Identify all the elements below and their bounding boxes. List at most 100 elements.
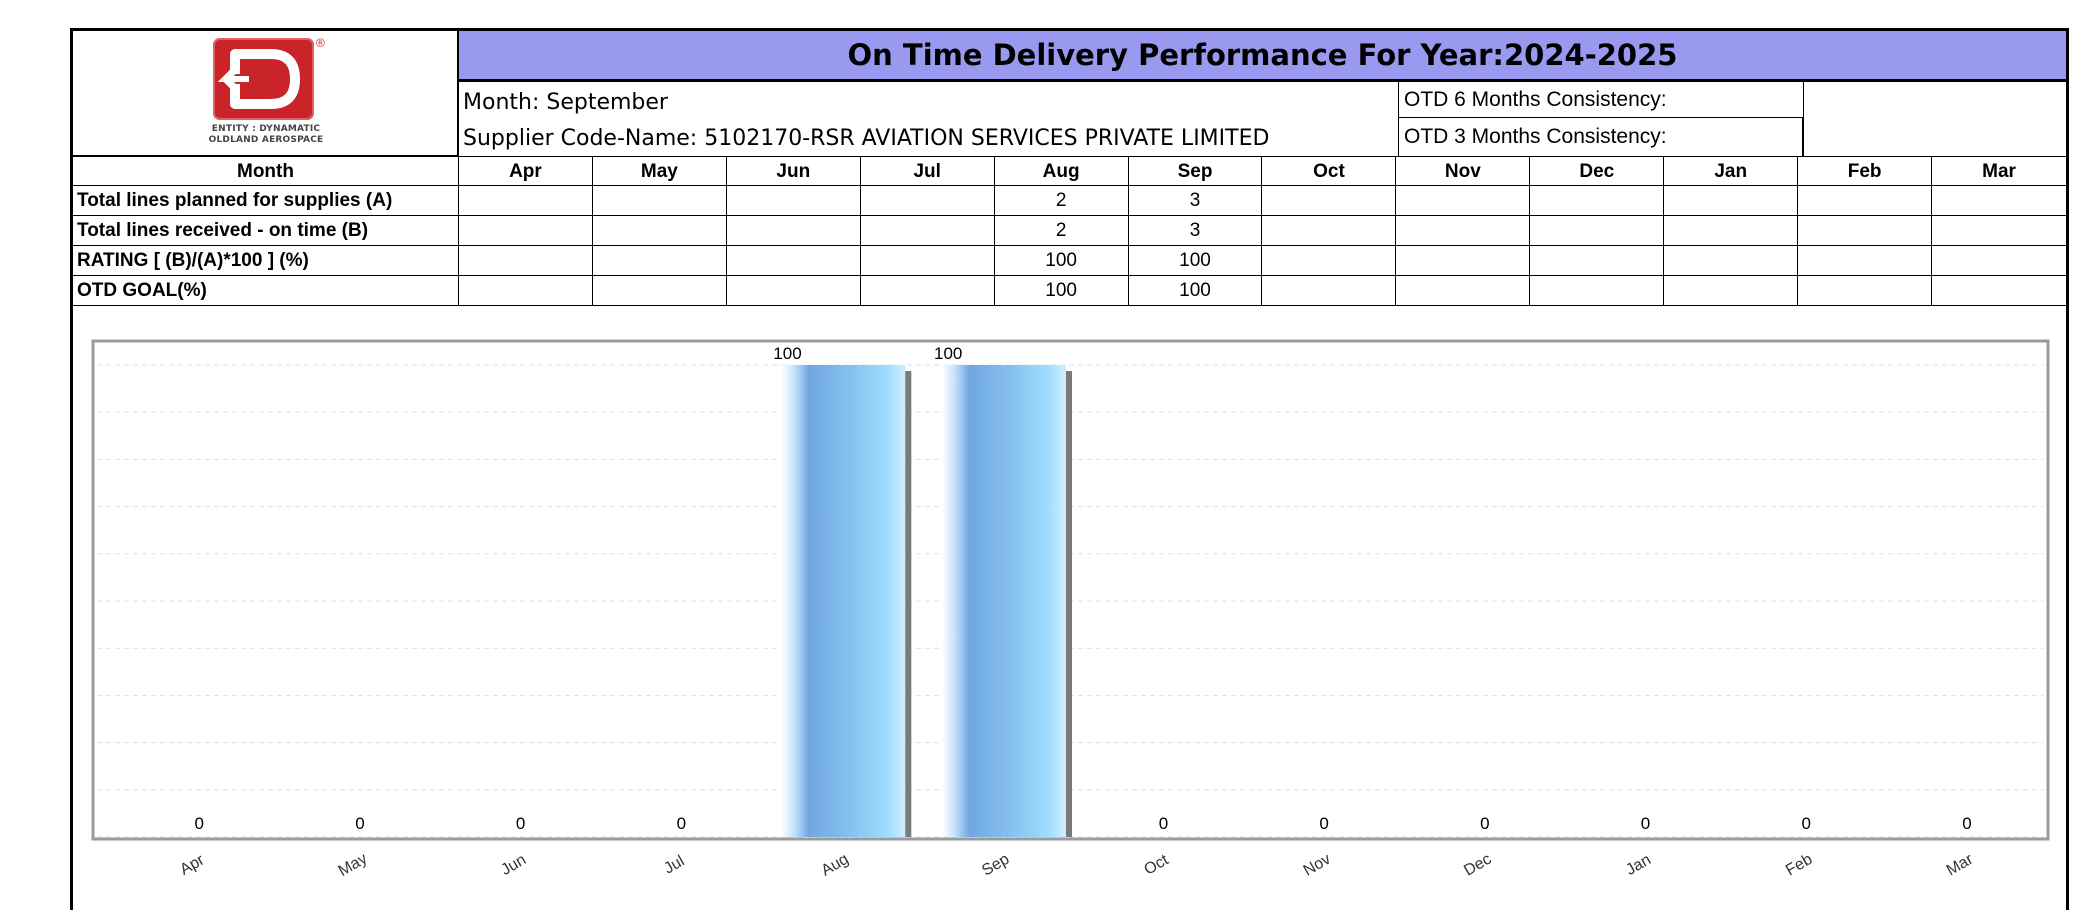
table-cell [1530,276,1664,305]
row-label: RATING [ (B)/(A)*100 ] (%) [73,246,459,275]
x-tick-jan: Jan [1623,851,1654,879]
table-cell [1798,186,1932,215]
month-header-sep: Sep [1129,157,1263,186]
data-label-sep: 100 [934,344,962,363]
table-cell [1664,246,1798,275]
table-cell [727,216,861,245]
table-cell [727,276,861,305]
table-cell: 100 [1129,276,1263,305]
data-label-feb: 0 [1802,814,1811,833]
table-cell [1263,246,1397,275]
month-header-mar: Mar [1932,157,2066,186]
table-cell [1396,186,1530,215]
month-header-nov: Nov [1396,157,1530,186]
data-label-oct: 0 [1159,814,1168,833]
x-tick-oct: Oct [1141,851,1172,878]
data-label-may: 0 [355,814,364,833]
otd3-consistency-label: OTD 3 Months Consistency: [1398,118,1804,156]
x-tick-aug: Aug [818,851,851,880]
table-cell [1798,246,1932,275]
table-cell [593,246,727,275]
x-tick-jul: Jul [661,853,687,878]
table-cell [861,246,995,275]
table-cell [593,186,727,215]
table-cell: 100 [995,246,1129,275]
x-tick-feb: Feb [1783,851,1815,880]
table-cell [1932,216,2066,245]
table-cell [1530,246,1664,275]
table-cell [1530,216,1664,245]
bar-sep [942,365,1066,837]
data-label-dec: 0 [1480,814,1489,833]
table-header-label: Month [73,157,459,186]
data-label-apr: 0 [195,814,204,833]
table-cell [1932,186,2066,215]
otd6-consistency-label: OTD 6 Months Consistency: [1398,82,1804,118]
month-header-dec: Dec [1530,157,1664,186]
logo-text-line2: OLDLAND AEROSPACE [73,135,459,145]
otd-bar-chart-svg: 0 Apr 0 May 0 Jun 0 Jul 100 Aug 100 Sep 0 Oct 0 Nov 0 Dec… [73,307,2066,913]
table-cell [459,216,593,245]
table-cell [593,216,727,245]
data-label-jan: 0 [1641,814,1650,833]
month-header-apr: Apr [459,157,593,186]
table-cell [1530,186,1664,215]
supplier-line: Supplier Code-Name: 5102170-RSR AVIATION… [463,121,1269,157]
data-label-jul: 0 [677,814,686,833]
table-cell [459,186,593,215]
registered-mark: ® [316,36,325,50]
month-header-oct: Oct [1263,157,1397,186]
table-cell [1396,216,1530,245]
x-tick-mar: Mar [1944,851,1977,880]
entity-dynamatic-logo-icon [213,38,314,120]
month-header-aug: Aug [995,157,1129,186]
table-header-row: Month Apr May Jun Jul Aug Sep Oct Nov Dec Jan Feb M… [73,156,2066,186]
row-label: OTD GOAL(%) [73,276,459,305]
row-label: Total lines planned for supplies (A) [73,186,459,215]
table-cell [727,246,861,275]
table-row: Total lines received - on time (B) 2 3 [73,216,2066,246]
table-row: Total lines planned for supplies (A) 2 3 [73,186,2066,216]
data-label-nov: 0 [1319,814,1328,833]
bar-aug [781,365,905,837]
table-row: OTD GOAL(%) 100 100 [73,276,2066,306]
table-cell: 3 [1129,186,1263,215]
table-cell [1396,246,1530,275]
data-label-aug: 100 [773,344,801,363]
month-header-jul: Jul [861,157,995,186]
otd-report-sheet: ® ENTITY : DYNAMATIC OLDLAND AEROSPACE O… [70,28,2069,910]
month-header-jun: Jun [727,157,861,186]
table-row: RATING [ (B)/(A)*100 ] (%) 100 100 [73,246,2066,276]
table-cell [1798,216,1932,245]
table-cell [1932,246,2066,275]
month-line: Month: September [463,85,668,121]
table-cell [593,276,727,305]
x-tick-dec: Dec [1461,851,1494,880]
data-label-jun: 0 [516,814,525,833]
otd-consistency-value-cell [1804,82,2066,156]
table-cell [1798,276,1932,305]
table-cell: 100 [1129,246,1263,275]
month-header-may: May [593,157,727,186]
table-cell [1396,276,1530,305]
x-tick-apr: Apr [177,851,208,879]
table-cell [1664,276,1798,305]
table-cell [459,246,593,275]
x-tick-jun: Jun [498,851,529,879]
table-cell [861,186,995,215]
table-cell [727,186,861,215]
otd-bar-chart: 0 Apr 0 May 0 Jun 0 Jul 100 Aug 100 Sep 0 Oct 0 Nov 0 Dec… [73,307,2066,913]
table-cell [1263,276,1397,305]
table-cell [1263,186,1397,215]
data-label-mar: 0 [1962,814,1971,833]
table-cell [1263,216,1397,245]
logo-text-line1: ENTITY : DYNAMATIC [73,124,459,134]
month-header-jan: Jan [1664,157,1798,186]
table-cell: 3 [1129,216,1263,245]
table-cell [861,216,995,245]
table-cell: 100 [995,276,1129,305]
table-cell [1932,276,2066,305]
table-cell [459,276,593,305]
month-header-feb: Feb [1798,157,1932,186]
x-tick-sep: Sep [979,851,1012,880]
